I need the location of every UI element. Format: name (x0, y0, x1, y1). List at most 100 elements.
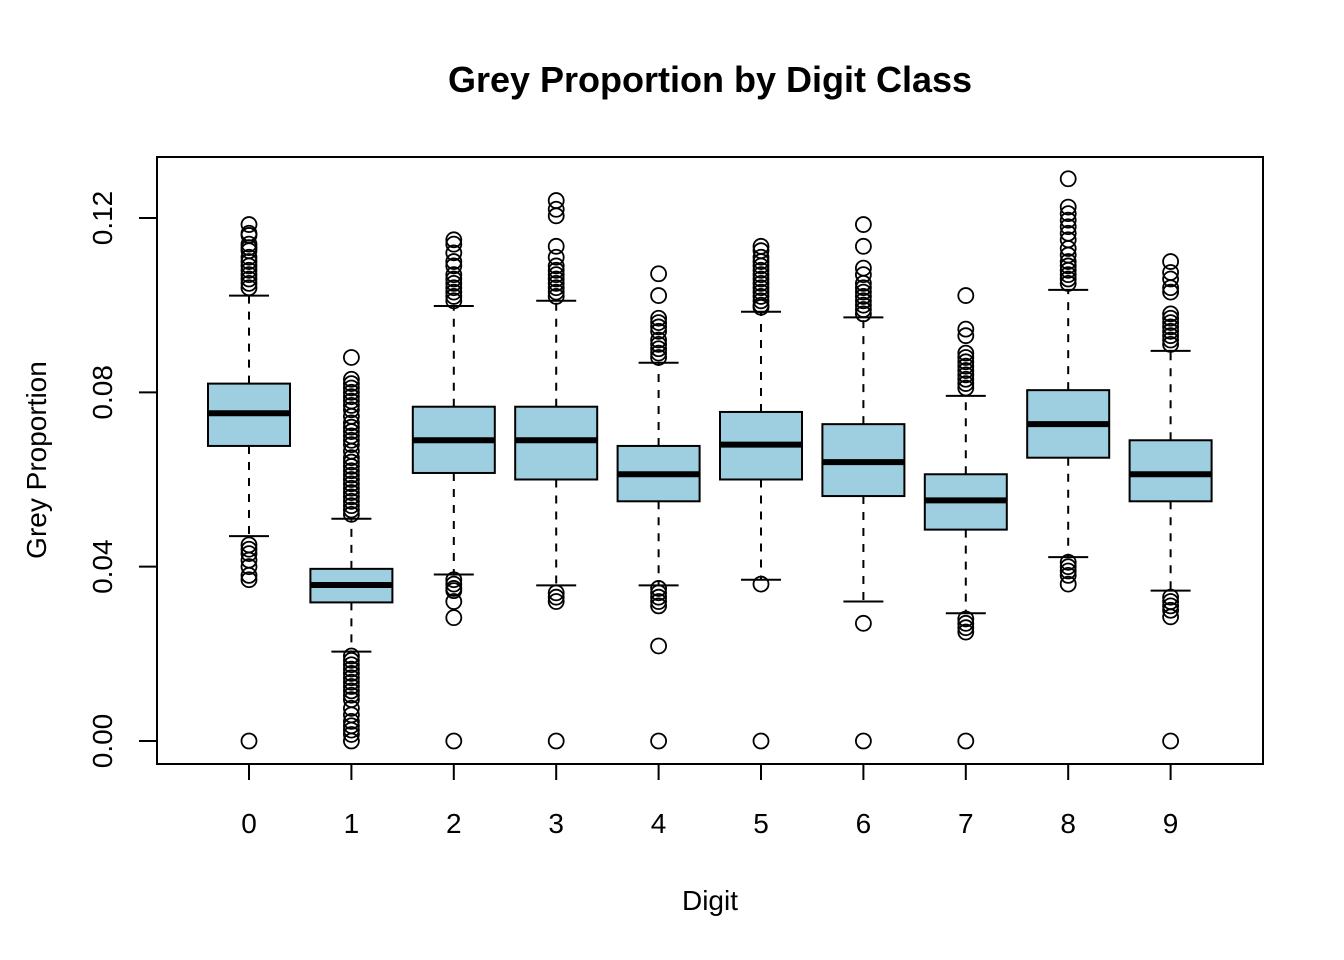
outlier-point (957, 732, 975, 750)
outlier-point (1059, 198, 1077, 216)
outlier-point (342, 669, 360, 687)
outlier-point (650, 314, 667, 332)
outlier-point (650, 265, 667, 283)
outlier-point (240, 266, 258, 284)
outlier-point (957, 366, 975, 384)
outlier-point (445, 593, 463, 610)
outlier-point (547, 237, 565, 255)
outlier-point (855, 266, 872, 284)
outlier-point (240, 216, 258, 233)
x-tick-label: 1 (344, 808, 360, 839)
outlier-point (445, 732, 463, 750)
outlier-point (957, 349, 975, 366)
outlier-point (547, 261, 565, 279)
outlier-point (1059, 575, 1077, 593)
outlier-point (1162, 335, 1179, 353)
outlier-point (1059, 558, 1077, 576)
outlier-point (1162, 331, 1179, 349)
outlier-point (342, 647, 360, 665)
plot-frame (156, 156, 1264, 765)
outlier-point (342, 479, 360, 497)
outlier-point (752, 253, 770, 270)
outlier-point (342, 501, 360, 519)
outlier-point (342, 488, 360, 506)
outlier-point (650, 732, 667, 750)
outlier-point (1162, 314, 1179, 332)
outlier-point (752, 270, 770, 288)
outlier-point (855, 732, 872, 750)
outlier-point (1059, 205, 1077, 223)
outlier-point (342, 436, 360, 454)
outlier-point (240, 261, 258, 279)
outlier-point (650, 331, 667, 349)
y-tick-label: 0.04 (87, 539, 118, 594)
outlier-point (650, 344, 667, 362)
outlier-point (342, 732, 360, 750)
outlier-point (445, 257, 463, 275)
outlier-point (445, 288, 463, 305)
outlier-point (547, 283, 565, 301)
outlier-point (342, 431, 360, 449)
outlier-point (855, 301, 872, 318)
outlier-point (650, 322, 667, 340)
y-tick-label: 0.12 (87, 191, 118, 246)
outlier-point (547, 266, 565, 284)
outlier-point (547, 200, 565, 218)
outlier-point (547, 257, 565, 275)
outlier-point (342, 379, 360, 397)
outlier-point (752, 292, 770, 310)
outlier-point (1059, 261, 1077, 279)
outlier-point (1162, 322, 1179, 340)
outlier-point (1162, 279, 1179, 297)
outlier-point (547, 288, 565, 305)
outlier-point (1059, 274, 1077, 292)
outlier-point (342, 665, 360, 682)
outlier-point (547, 732, 565, 750)
outlier-point (855, 237, 872, 255)
outlier-point (1162, 597, 1179, 615)
outlier-point (342, 453, 360, 471)
outlier-point (342, 418, 360, 436)
outlier-point (1162, 309, 1179, 327)
plot-area: 0.00 0.04 0.08 0.12 0 1 2 3 4 5 6 7 8 9 (87, 170, 1213, 839)
outlier-point (342, 475, 360, 493)
outlier-point (855, 305, 872, 323)
outlier-point (445, 283, 463, 301)
outlier-point (752, 257, 770, 275)
outlier-point (855, 296, 872, 314)
outlier-point (445, 231, 463, 249)
iqr-box (1128, 439, 1213, 503)
outlier-point (1059, 253, 1077, 270)
x-tick-label: 3 (548, 808, 564, 839)
outlier-point (855, 614, 872, 632)
outlier-point (445, 244, 463, 262)
outlier-point (342, 484, 360, 501)
outlier-point (342, 712, 360, 730)
x-tick-label: 4 (651, 808, 667, 839)
outlier-point (240, 248, 258, 266)
outlier-point (342, 462, 360, 480)
y-axis-label: Grey Proportion (21, 361, 52, 559)
outlier-point (342, 466, 360, 484)
outlier-point (445, 274, 463, 292)
outlier-point (752, 298, 770, 316)
outlier-point (342, 678, 360, 695)
outlier-point (547, 270, 565, 288)
outlier-point (1059, 240, 1077, 257)
outlier-point (1162, 608, 1179, 626)
outlier-point (342, 449, 360, 467)
outlier-point (342, 660, 360, 678)
outlier-point (547, 274, 565, 292)
outlier-point (342, 383, 360, 401)
outlier-point (445, 571, 463, 589)
outlier-point (957, 610, 975, 628)
outlier-point (445, 253, 463, 270)
outlier-point (855, 279, 872, 297)
outlier-point (752, 248, 770, 266)
outlier-point (957, 614, 975, 632)
y-tick-label: 0.08 (87, 365, 118, 420)
outlier-point (957, 287, 975, 304)
outlier-point (240, 540, 258, 558)
outlier-point (240, 732, 258, 750)
x-tick-label: 6 (856, 808, 872, 839)
